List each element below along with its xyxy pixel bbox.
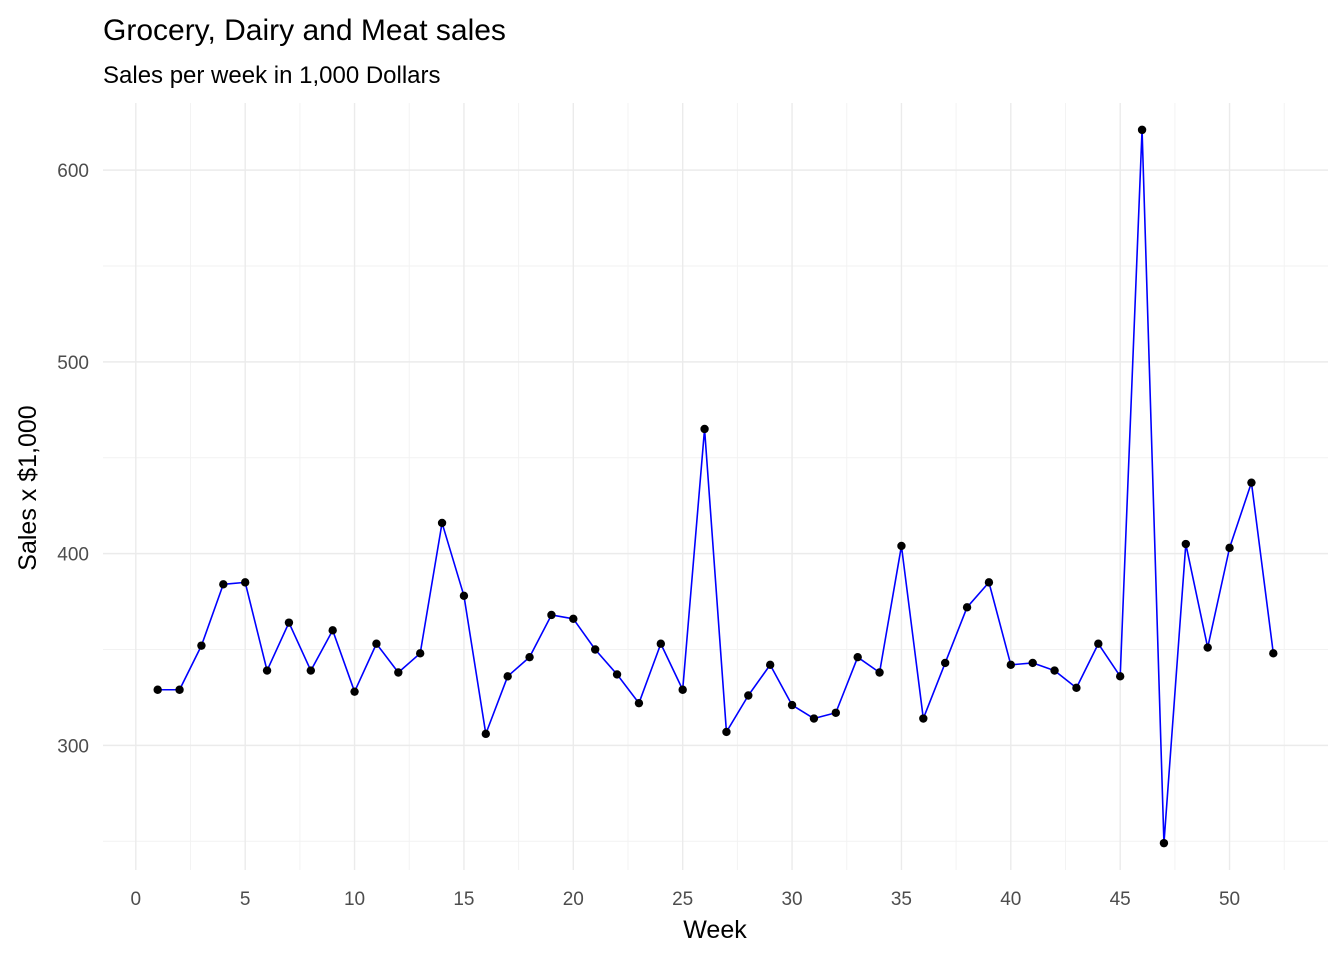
- data-point: [940, 658, 950, 668]
- data-point: [875, 668, 884, 677]
- x-tick-label: 5: [240, 889, 251, 910]
- x-tick-label: 30: [781, 889, 802, 910]
- data-point: [634, 698, 644, 708]
- x-tick-label: 25: [672, 889, 693, 910]
- data-points: [153, 125, 1278, 848]
- y-axis-title: Sales x $1,000: [14, 405, 42, 570]
- data-point: [1115, 672, 1125, 681]
- data-point: [744, 691, 753, 700]
- data-point: [153, 685, 162, 694]
- data-point: [415, 649, 425, 658]
- data-point: [1094, 639, 1103, 648]
- data-point: [897, 541, 906, 551]
- data-point: [262, 666, 272, 675]
- data-point: [678, 685, 687, 694]
- x-tick-label: 0: [131, 889, 142, 910]
- data-point: [1269, 649, 1278, 658]
- data-point: [1006, 660, 1016, 670]
- data-point: [175, 685, 184, 694]
- data-point: [437, 518, 447, 528]
- data-point: [612, 670, 622, 679]
- x-tick-label: 40: [1000, 889, 1021, 910]
- data-point: [1247, 478, 1256, 487]
- data-point: [306, 666, 316, 675]
- data-point: [809, 714, 819, 723]
- data-point: [787, 700, 797, 710]
- x-axis-ticks: 0 5 10 15 20 25 30 35 40 45 50: [131, 889, 1241, 910]
- data-point: [722, 727, 731, 737]
- y-axis-ticks: 300 400 500 600: [57, 161, 89, 757]
- data-point: [197, 641, 206, 650]
- data-point: [1028, 658, 1037, 668]
- data-point: [372, 639, 381, 648]
- y-tick-label: 300: [57, 736, 89, 757]
- data-point: [284, 618, 294, 627]
- data-point: [394, 668, 403, 677]
- data-point: [1203, 643, 1212, 652]
- data-point: [962, 603, 972, 612]
- data-point: [481, 729, 491, 739]
- y-tick-label: 600: [57, 161, 89, 182]
- data-point: [459, 591, 469, 600]
- data-point: [569, 614, 578, 624]
- data-point: [984, 578, 994, 587]
- x-tick-label: 20: [563, 889, 584, 910]
- data-point: [525, 652, 534, 662]
- series-line: [157, 129, 1275, 844]
- chart-title: Grocery, Dairy and Meat sales: [103, 14, 506, 47]
- data-point: [219, 580, 228, 589]
- x-tick-label: 45: [1110, 889, 1131, 910]
- x-tick-label: 35: [891, 889, 912, 910]
- y-tick-label: 400: [57, 545, 89, 566]
- data-point: [1072, 683, 1081, 693]
- data-point: [547, 610, 556, 620]
- data-point: [350, 687, 359, 696]
- data-point: [240, 578, 250, 587]
- data-point: [831, 708, 841, 717]
- x-tick-label: 15: [453, 889, 474, 910]
- x-axis-title: Week: [683, 916, 747, 944]
- data-point: [765, 660, 775, 670]
- data-point: [1050, 666, 1059, 675]
- data-point: [328, 626, 337, 635]
- x-tick-label: 10: [344, 889, 365, 910]
- data-point: [919, 714, 928, 723]
- gridlines: [103, 103, 1328, 870]
- data-point: [503, 672, 512, 681]
- data-point: [656, 639, 666, 648]
- data-point: [853, 652, 862, 662]
- y-tick-label: 500: [57, 353, 89, 374]
- data-point: [590, 645, 600, 654]
- series-grocery-sales: [157, 129, 1275, 844]
- data-point: [1137, 125, 1147, 135]
- data-point: [1225, 543, 1234, 553]
- chart-subtitle: Sales per week in 1,000 Dollars: [103, 62, 441, 89]
- data-point: [1181, 539, 1191, 549]
- data-point: [700, 424, 709, 434]
- x-tick-label: 50: [1219, 889, 1240, 910]
- data-point: [1159, 838, 1169, 848]
